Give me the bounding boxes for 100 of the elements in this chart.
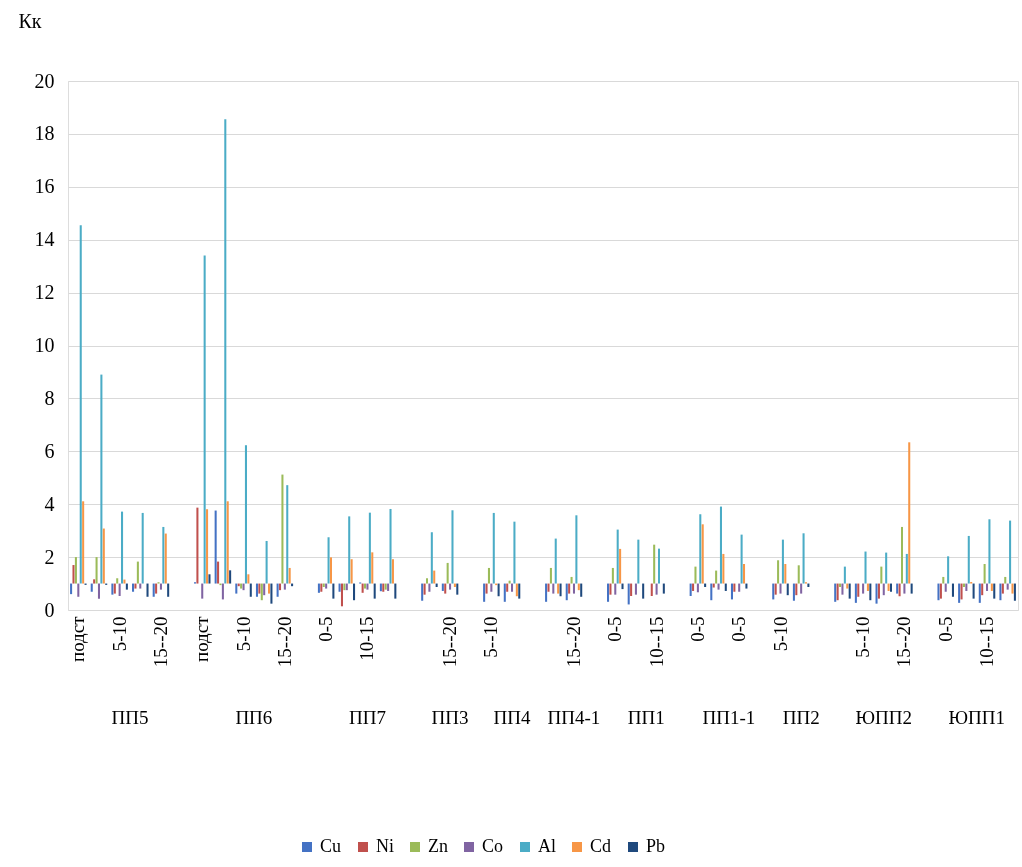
bar	[97, 583, 100, 599]
bar	[167, 583, 170, 597]
bar	[947, 556, 950, 584]
bar	[214, 510, 217, 584]
text: ЮПП1	[948, 707, 1005, 728]
bar	[118, 583, 121, 596]
y-tick-label: 4	[44, 492, 55, 515]
bar	[715, 570, 718, 584]
legend-label: Cu	[320, 836, 342, 856]
bar	[621, 583, 624, 590]
bar	[288, 567, 291, 584]
x-tick-label: 5--10	[480, 616, 502, 658]
bar	[226, 501, 229, 584]
y-tick-label: 8	[44, 386, 55, 409]
bar	[614, 583, 617, 595]
bar	[224, 119, 227, 584]
bar	[733, 583, 736, 592]
bar	[653, 544, 656, 584]
bar	[910, 583, 913, 594]
bar	[942, 576, 945, 584]
bar	[72, 565, 75, 584]
bar	[857, 583, 860, 597]
bar	[885, 552, 888, 584]
bar	[630, 583, 633, 596]
text: ПП1	[627, 707, 665, 728]
bar	[121, 511, 124, 584]
bar	[249, 583, 252, 597]
bar	[136, 561, 139, 584]
bar	[361, 583, 364, 593]
bar	[244, 445, 247, 584]
bar	[869, 583, 872, 601]
bar	[662, 583, 665, 594]
bar	[247, 574, 250, 584]
x-tick-label: 5-10	[108, 616, 130, 652]
bar	[657, 548, 661, 584]
bar	[428, 583, 431, 592]
text: ЮПП2	[855, 707, 912, 728]
legend-label: Ni	[376, 836, 394, 856]
bar	[944, 583, 947, 592]
bar	[981, 583, 984, 596]
bar	[710, 583, 713, 601]
bar	[848, 583, 851, 599]
y-tick-label: 12	[34, 281, 55, 304]
x-tick-label: 0-5	[686, 616, 708, 642]
bar	[611, 567, 614, 584]
bar	[880, 566, 883, 584]
bar	[699, 514, 702, 584]
x-tick-label: 0-5	[728, 616, 750, 642]
bar	[329, 557, 332, 584]
bar	[485, 583, 488, 594]
bar	[340, 583, 344, 607]
bar	[332, 583, 335, 599]
bar	[738, 583, 741, 592]
bar	[864, 551, 867, 584]
bar	[260, 583, 263, 601]
text: ПП7	[348, 707, 386, 728]
bar	[972, 583, 975, 599]
bar	[552, 583, 555, 594]
bar	[497, 583, 500, 597]
bar	[1011, 583, 1014, 594]
bar	[503, 583, 506, 602]
bar	[371, 552, 374, 584]
bar	[235, 583, 238, 594]
legend-label: Pb	[646, 836, 666, 856]
bar	[456, 583, 459, 595]
bar	[993, 583, 996, 599]
y-tick-label: 20	[34, 69, 55, 92]
bar	[792, 583, 795, 601]
bar	[146, 583, 149, 597]
bar	[777, 560, 780, 584]
bar	[229, 570, 232, 584]
text: ПП4-1	[547, 707, 601, 728]
bar	[430, 532, 433, 584]
bar	[554, 538, 557, 584]
legend-label: Co	[482, 836, 504, 856]
bar	[270, 583, 273, 604]
x-tick-label: 5-10	[769, 616, 791, 652]
bar	[627, 583, 630, 605]
bar	[655, 583, 658, 595]
bar	[95, 557, 98, 584]
legend-label: Cd	[590, 836, 612, 856]
bar	[795, 583, 798, 596]
bar	[492, 512, 495, 584]
bar	[779, 583, 782, 594]
bar	[900, 526, 904, 584]
bar	[196, 507, 199, 584]
bar	[875, 583, 878, 604]
bar	[905, 553, 908, 584]
y-tick-label: 2	[44, 545, 55, 568]
bar	[983, 563, 986, 584]
bar	[394, 583, 397, 599]
bar	[637, 539, 640, 584]
bar	[999, 583, 1002, 601]
bar	[368, 512, 371, 584]
x-tick-label: 15--20	[149, 616, 171, 668]
bar	[784, 563, 787, 584]
bar	[781, 539, 784, 584]
bar	[449, 583, 452, 590]
bar	[619, 548, 622, 584]
bar	[281, 474, 284, 584]
